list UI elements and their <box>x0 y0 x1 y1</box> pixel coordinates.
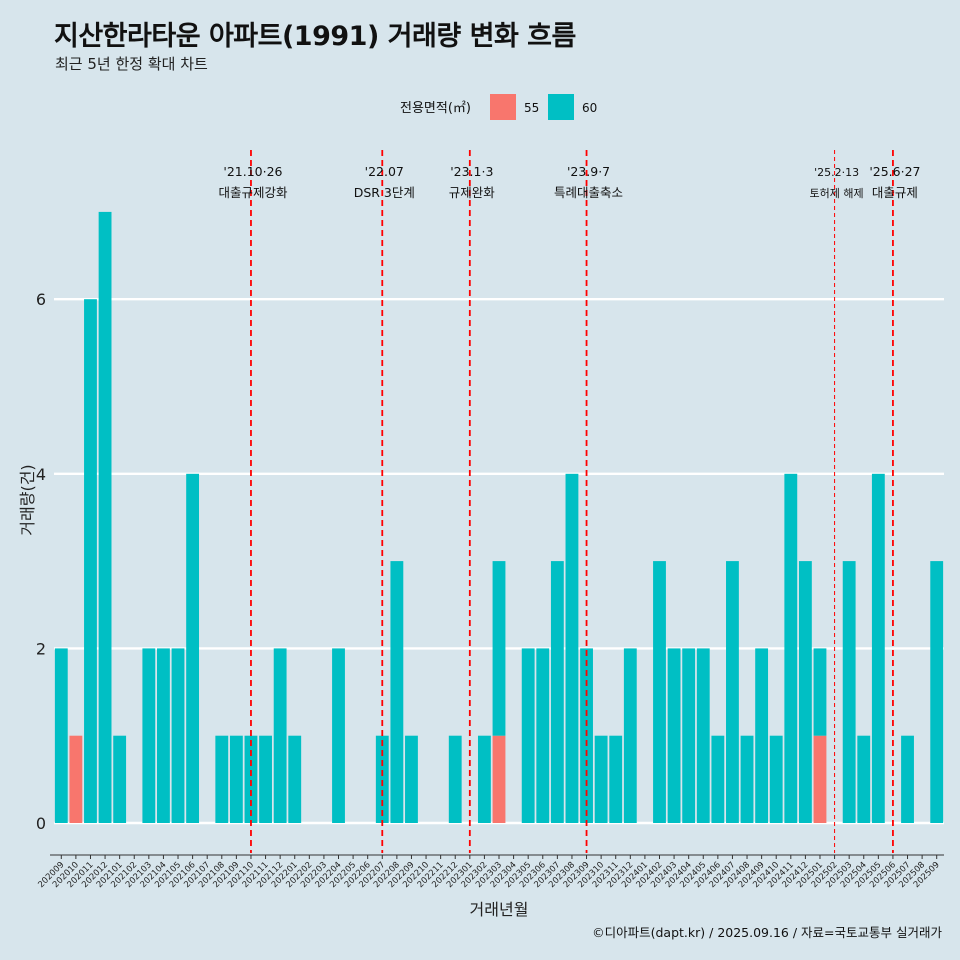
legend-swatch-60 <box>548 94 574 120</box>
bar-60-202507 <box>901 735 914 823</box>
bar-60-202403 <box>667 648 681 823</box>
y-tick-label: 0 <box>36 814 46 833</box>
event-label: 특례대출축소 <box>554 185 623 200</box>
chart-subtitle: 최근 5년 한정 확대 차트 <box>55 55 208 73</box>
y-tick-label: 6 <box>36 290 46 309</box>
event-label: 규제완화 <box>449 185 496 200</box>
event-label: DSR 3단계 <box>354 185 415 200</box>
y-axis-title: 거래량(건) <box>18 464 37 535</box>
y-tick-label: 4 <box>36 465 46 484</box>
bar-60-202201 <box>288 735 302 823</box>
legend-swatch-55 <box>490 94 516 120</box>
bar-60-202209 <box>405 735 418 823</box>
bar-60-202405 <box>696 648 710 823</box>
bar-60-202208 <box>390 561 404 823</box>
event-label: 대출규제 <box>872 185 918 200</box>
bar-60-202402 <box>653 561 666 823</box>
bar-60-202505 <box>871 473 885 823</box>
legend-label-60: 60 <box>582 101 597 115</box>
event-date: '22.07 <box>365 164 404 179</box>
bar-60-202110 <box>244 735 258 823</box>
event-label: 대출규제강화 <box>218 185 288 200</box>
bar-60-202109 <box>229 735 243 823</box>
event-date: '21.10·26 <box>223 164 282 179</box>
event-date: '25.6·27 <box>869 164 920 179</box>
bar-60-202305 <box>521 648 535 823</box>
bar-60-202011 <box>84 299 97 823</box>
x-axis-title: 거래년월 <box>470 900 529 919</box>
event-label: 토허제 해제 <box>810 186 864 200</box>
bar-60-202501 <box>813 648 827 736</box>
bar-60-202509 <box>930 561 944 823</box>
bar-60-202411 <box>784 473 798 823</box>
bar-60-202103 <box>142 648 156 823</box>
bar-60-202504 <box>857 735 871 823</box>
chart-title: 지산한라타운 아파트(1991) 거래량 변화 흐름 <box>54 21 576 52</box>
bar-60-202207 <box>375 735 389 823</box>
bar-60-202408 <box>740 735 754 823</box>
bar-60-202105 <box>171 648 185 823</box>
legend-title: 전용면적(㎡) <box>400 101 471 116</box>
bar-55-202303 <box>492 735 506 823</box>
bar-60-202212 <box>448 735 462 823</box>
bar-60-202409 <box>755 648 769 823</box>
bar-60-202303 <box>492 561 506 736</box>
bar-60-202306 <box>536 648 550 823</box>
bar-60-202307 <box>550 561 564 823</box>
bar-60-202406 <box>711 735 725 823</box>
event-date: '25.2·13 <box>814 166 859 179</box>
bar-60-202312 <box>623 648 637 823</box>
bar-60-202009 <box>54 648 68 823</box>
bar-60-202404 <box>682 648 696 823</box>
bar-60-202410 <box>769 735 783 823</box>
bar-55-202501 <box>813 735 827 823</box>
legend-label-55: 55 <box>524 101 539 115</box>
bar-60-202407 <box>726 561 739 823</box>
bar-60-202111 <box>259 735 272 823</box>
bar-60-202311 <box>609 735 623 823</box>
bar-60-202104 <box>157 648 170 823</box>
y-tick-label: 2 <box>36 639 46 658</box>
bar-60-202106 <box>186 473 200 823</box>
event-date: '23.9·7 <box>567 164 610 179</box>
bar-60-202108 <box>215 735 229 823</box>
bar-60-202012 <box>98 211 112 823</box>
bar-60-202204 <box>332 648 345 823</box>
bar-60-202308 <box>565 473 579 823</box>
bar-60-202310 <box>594 735 608 823</box>
event-date: '23.1·3 <box>450 164 493 179</box>
bar-60-202101 <box>113 735 127 823</box>
bar-60-202112 <box>273 648 287 823</box>
bar-60-202412 <box>798 561 812 823</box>
bar-60-202302 <box>477 735 491 823</box>
chart-caption: ©디아파트(dapt.kr) / 2025.09.16 / 자료=국토교통부 실… <box>592 925 942 940</box>
bar-55-202010 <box>69 735 83 823</box>
bar-60-202503 <box>842 561 856 823</box>
